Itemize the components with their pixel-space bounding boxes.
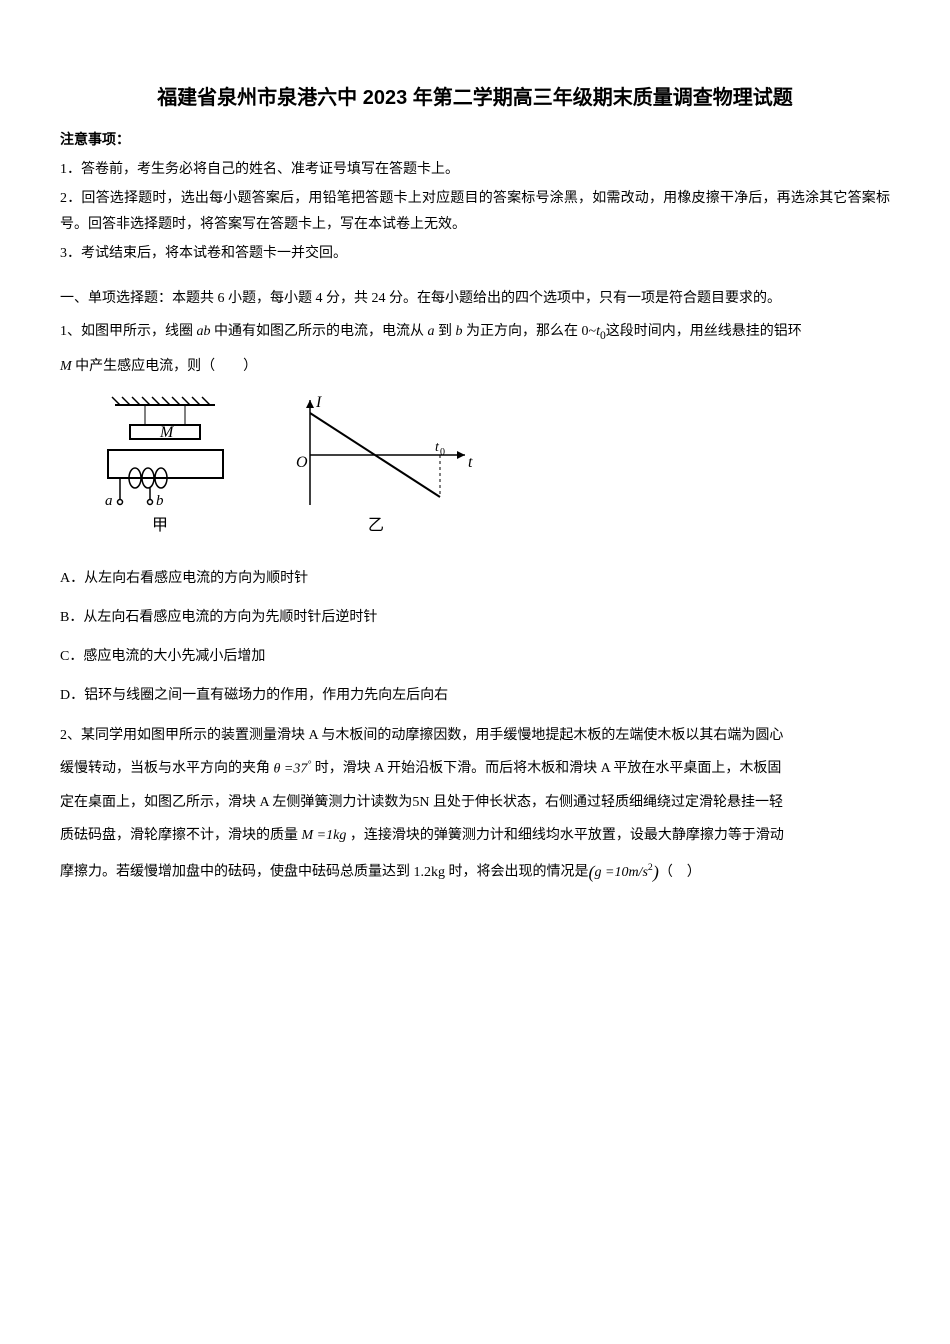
- q1-text-1: 1、如图甲所示，线圈: [60, 324, 197, 339]
- q1-text-4: 为正方向，那么在 0~: [463, 324, 597, 339]
- question-1-line-2: M 中产生感应电流，则（ ）: [60, 354, 890, 379]
- q1-diagram-coil-icon: M a b 甲: [90, 395, 240, 535]
- q1-text-2: 中通有如图乙所示的电流，电流从: [211, 324, 428, 339]
- svg-text:I: I: [315, 395, 322, 411]
- q1-option-d: D．铝环与线圈之间一直有磁场力的作用，作用力先向左后向右: [60, 683, 890, 708]
- svg-text:b: b: [156, 493, 164, 509]
- notice-item-2: 2．回答选择题时，选出每小题答案后，用铅笔把答题卡上对应题目的答案标号涂黑，如需…: [60, 186, 890, 236]
- q2-mass2: 1.2kg: [414, 860, 446, 885]
- q1-option-a: A．从左向右看感应电流的方向为顺时针: [60, 566, 890, 591]
- question-2-line-5: 摩擦力。若缓慢增加盘中的砝码，使盘中砝码总质量达到 1.2kg 时，将会出现的情…: [60, 856, 890, 888]
- notice-item-1: 1．答卷前，考生务必将自己的姓名、准考证号填写在答题卡上。: [60, 157, 890, 182]
- q2-mass: M =1kg: [302, 823, 347, 848]
- svg-text:乙: 乙: [368, 517, 384, 534]
- q2-text-8: 摩擦力。若缓慢增加盘中的砝码，使盘中砝码总质量达到: [60, 865, 414, 880]
- q2-text-4: 定在桌面上，如图乙所示，滑块 A 左侧弹簧测力计读数为: [60, 795, 412, 810]
- q1-ab: ab: [197, 324, 211, 339]
- page-title: 福建省泉州市泉港六中 2023 年第二学期高三年级期末质量调查物理试题: [60, 80, 890, 116]
- q1-option-b: B．从左向石看感应电流的方向为先顺时针后逆时针: [60, 605, 890, 630]
- q2-text-6: 质砝码盘，滑轮摩擦不计，滑块的质量: [60, 828, 302, 843]
- q1-M: M: [60, 359, 72, 374]
- q1-figure-left: M a b 甲: [90, 395, 240, 546]
- q1-text-6: 中产生感应电流，则（ ）: [72, 359, 258, 374]
- q1-figure-right: I t O t 0 乙: [280, 395, 460, 546]
- q2-text-7: ，连接滑块的弹簧测力计和细线均水平放置，设最大静摩擦力等于滑动: [346, 828, 784, 843]
- q1-figure-container: M a b 甲 I t: [90, 395, 890, 546]
- notice-item-3: 3．考试结束后，将本试卷和答题卡一并交回。: [60, 241, 890, 266]
- question-2-line-4: 质砝码盘，滑轮摩擦不计，滑块的质量 M =1kg ，连接滑块的弹簧测力计和细线均…: [60, 823, 890, 848]
- question-2-line-1: 2、某同学用如图甲所示的装置测量滑块 A 与木板间的动摩擦因数，用手缓慢地提起木…: [60, 723, 890, 748]
- q1-graph-icon: I t O t 0 乙: [280, 395, 480, 535]
- q1-a: a: [428, 324, 435, 339]
- q2-force: 5N: [412, 790, 429, 815]
- svg-text:O: O: [296, 454, 308, 471]
- notice-header: 注意事项：: [60, 128, 890, 153]
- svg-text:M: M: [159, 424, 175, 441]
- q2-text-9: 时，将会出现的情况是: [445, 865, 589, 880]
- svg-text:0: 0: [440, 447, 445, 458]
- q1-b: b: [456, 324, 463, 339]
- q1-text-5: 这段时间内，用丝线悬挂的铝环: [606, 324, 802, 339]
- q2-theta-val: θ =37: [274, 762, 308, 777]
- q2-text-5: 且处于伸长状态，右侧通过轻质细绳绕过定滑轮悬挂一轻: [429, 795, 783, 810]
- question-2-line-2: 缓慢转动，当板与水平方向的夹角 θ =37° 时，滑块 A 开始沿板下滑。而后将…: [60, 756, 890, 782]
- q2-theta: θ =37°: [274, 756, 312, 782]
- svg-text:a: a: [105, 493, 113, 509]
- q1-option-c: C．感应电流的大小先减小后增加: [60, 644, 890, 669]
- q2-text-3: 时，滑块 A 开始沿板下滑。而后将木板和滑块 A 平放在水平桌面上，木板固: [311, 761, 781, 776]
- q2-g-expr: g =10m/s: [595, 860, 648, 885]
- section-1-header: 一、单项选择题：本题共 6 小题，每小题 4 分，共 24 分。在每小题给出的四…: [60, 286, 890, 311]
- question-2-line-3: 定在桌面上，如图乙所示，滑块 A 左侧弹簧测力计读数为5N 且处于伸长状态，右侧…: [60, 790, 890, 815]
- q2-text-2: 缓慢转动，当板与水平方向的夹角: [60, 761, 274, 776]
- svg-text:甲: 甲: [152, 517, 168, 534]
- question-1-line-1: 1、如图甲所示，线圈 ab 中通有如图乙所示的电流，电流从 a 到 b 为正方向…: [60, 319, 890, 346]
- svg-text:t: t: [468, 454, 473, 471]
- q1-text-3: 到: [435, 324, 456, 339]
- q2-choice-paren: （ ）: [659, 860, 701, 885]
